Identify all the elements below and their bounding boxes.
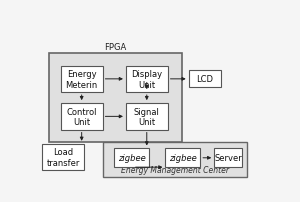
Text: Energy
Meterin: Energy Meterin — [65, 70, 98, 89]
Text: Load
transfer: Load transfer — [46, 148, 80, 167]
Bar — [126, 104, 168, 130]
Text: Energy Management Center: Energy Management Center — [121, 165, 229, 174]
Text: LCD: LCD — [196, 75, 213, 84]
Text: Server: Server — [214, 154, 242, 162]
Bar — [103, 142, 247, 177]
Bar — [165, 149, 200, 167]
Bar — [61, 66, 103, 93]
Bar — [189, 71, 221, 88]
Text: zigbee: zigbee — [118, 154, 146, 162]
Text: Display
Unit: Display Unit — [131, 70, 162, 89]
Text: FPGA: FPGA — [104, 43, 127, 52]
Bar — [49, 54, 182, 142]
Bar — [61, 104, 103, 130]
Bar — [214, 149, 242, 167]
Text: Control
Unit: Control Unit — [66, 107, 97, 126]
Text: zigbee: zigbee — [169, 154, 197, 162]
Text: Signal
Unit: Signal Unit — [134, 107, 160, 126]
Bar — [42, 144, 84, 170]
Bar — [114, 149, 149, 167]
Bar — [126, 66, 168, 93]
